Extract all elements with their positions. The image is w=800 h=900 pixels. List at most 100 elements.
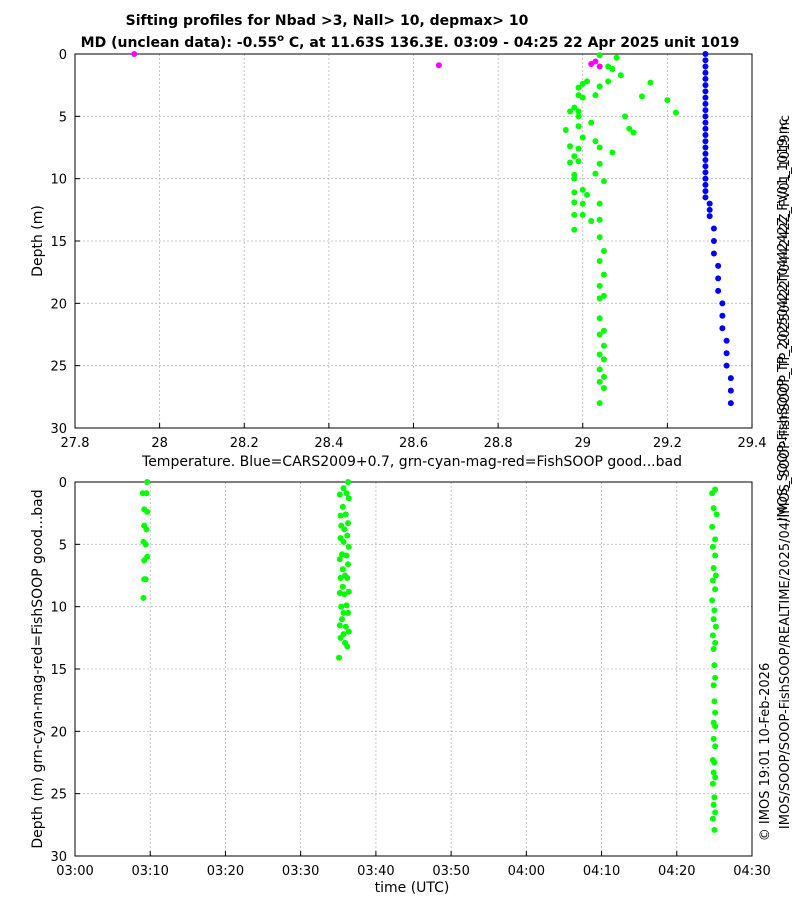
top-good-point xyxy=(588,119,595,126)
top-xtick-label: 28.4 xyxy=(314,436,343,451)
bottom-good-point xyxy=(338,603,345,610)
bottom-good-point xyxy=(142,541,149,548)
bottom-panel-points xyxy=(139,479,720,833)
bottom-good-point xyxy=(339,503,346,510)
top-good-point xyxy=(630,129,637,136)
bottom-panel-xlabel: time (UTC) xyxy=(375,880,450,896)
bottom-xtick-label: 03:50 xyxy=(432,864,469,879)
top-good-point xyxy=(596,234,603,241)
top-cars-point xyxy=(719,312,726,319)
top-cars-point xyxy=(702,188,709,195)
bottom-good-point xyxy=(144,479,151,485)
bottom-good-point xyxy=(709,490,716,497)
bottom-good-point xyxy=(712,586,719,593)
bottom-good-point xyxy=(344,643,351,650)
top-cars-point xyxy=(715,262,722,269)
degree-superscript: o xyxy=(277,33,284,44)
top-cars-point xyxy=(702,194,709,201)
bottom-xtick-label: 03:00 xyxy=(56,864,93,879)
top-xtick-label: 28.6 xyxy=(399,436,428,451)
bottom-good-point xyxy=(336,589,343,596)
top-good-point xyxy=(579,200,586,207)
top-cars-point xyxy=(715,275,722,282)
bottom-panel-ticks: 03:00 03:10 03:20 03:30 03:40 03:50 04:00 04:10… xyxy=(50,476,770,879)
bottom-good-point xyxy=(711,826,718,833)
bottom-good-point xyxy=(340,485,347,492)
top-cars-point xyxy=(710,225,717,232)
bottom-good-point xyxy=(713,511,720,518)
bottom-good-point xyxy=(341,591,348,598)
top-cars-point xyxy=(719,300,726,307)
top-good-point xyxy=(575,113,582,120)
top-cars-point xyxy=(710,238,717,244)
top-bad-point xyxy=(596,63,603,70)
top-good-point xyxy=(600,327,607,334)
side-filepath: IMOS/SOOP/SOOP-FishSOOP/REALTIME/2025/04… xyxy=(778,115,793,829)
top-good-point xyxy=(600,247,607,254)
top-cars-point xyxy=(702,51,709,57)
top-good-point xyxy=(575,108,582,115)
top-cars-point xyxy=(706,213,713,220)
side-filename: IMOS_SOOP-FishSOOP_TP_20250422T044242Z_F… xyxy=(776,119,791,522)
bottom-good-point xyxy=(712,809,719,816)
bottom-good-point xyxy=(343,552,350,559)
top-ytick-label: 10 xyxy=(50,173,67,188)
top-good-point xyxy=(600,292,607,299)
top-ytick-label: 20 xyxy=(50,297,67,312)
bottom-good-point xyxy=(143,490,150,497)
bottom-good-point xyxy=(140,594,147,601)
top-cars-point xyxy=(702,181,709,188)
bottom-good-point xyxy=(712,552,719,559)
top-good-point xyxy=(567,159,574,166)
top-good-point xyxy=(575,84,582,91)
top-good-point xyxy=(583,191,590,198)
top-good-point xyxy=(596,160,603,167)
bottom-xtick-label: 04:10 xyxy=(583,864,620,879)
top-bad-point xyxy=(435,62,442,69)
top-good-point xyxy=(613,54,620,61)
bottom-good-point xyxy=(711,759,718,766)
bottom-ytick-label: 5 xyxy=(59,538,67,553)
bottom-good-point xyxy=(339,583,346,590)
bottom-good-point xyxy=(709,543,716,550)
top-cars-point xyxy=(710,250,717,257)
top-good-point xyxy=(596,83,603,90)
top-cars-point xyxy=(702,107,709,114)
bottom-good-point xyxy=(710,801,717,808)
bottom-ytick-label: 10 xyxy=(50,601,67,616)
bottom-good-point xyxy=(712,674,719,681)
top-good-point xyxy=(596,366,603,373)
top-cars-point xyxy=(702,150,709,157)
top-good-point xyxy=(596,315,603,322)
top-cars-point xyxy=(702,132,709,139)
bottom-good-point xyxy=(345,561,352,568)
bottom-good-point xyxy=(345,543,352,550)
top-ytick-label: 5 xyxy=(59,110,67,125)
top-good-point xyxy=(571,226,578,233)
top-bad-point xyxy=(588,60,595,67)
top-good-point xyxy=(600,356,607,363)
bottom-xtick-label: 04:00 xyxy=(508,864,545,879)
top-panel-ticks: 27.8 28 28.2 28.4 28.6 28.8 29 29.2 29.4 0 5 10 15 20… xyxy=(50,48,766,451)
bottom-ytick-label: 20 xyxy=(50,725,67,740)
top-xtick-label: 29 xyxy=(574,436,591,451)
top-ytick-label: 25 xyxy=(50,360,67,375)
top-cars-point xyxy=(702,163,709,170)
top-good-point xyxy=(596,144,603,151)
top-ytick-label: 15 xyxy=(50,235,67,250)
top-good-point xyxy=(617,72,624,79)
bottom-good-point xyxy=(709,780,716,787)
top-panel-grid xyxy=(75,54,752,428)
top-ytick-label: 0 xyxy=(59,48,67,63)
bottom-good-point xyxy=(336,622,343,629)
bottom-good-point xyxy=(712,623,719,630)
bottom-good-point xyxy=(345,479,352,485)
bottom-good-point xyxy=(142,576,149,583)
bottom-good-point xyxy=(710,565,717,572)
bottom-good-point xyxy=(710,616,717,623)
bottom-good-point xyxy=(344,532,351,539)
top-good-point xyxy=(600,271,607,278)
bottom-good-point xyxy=(345,520,352,527)
top-good-point xyxy=(592,170,599,177)
top-good-point xyxy=(638,93,645,100)
